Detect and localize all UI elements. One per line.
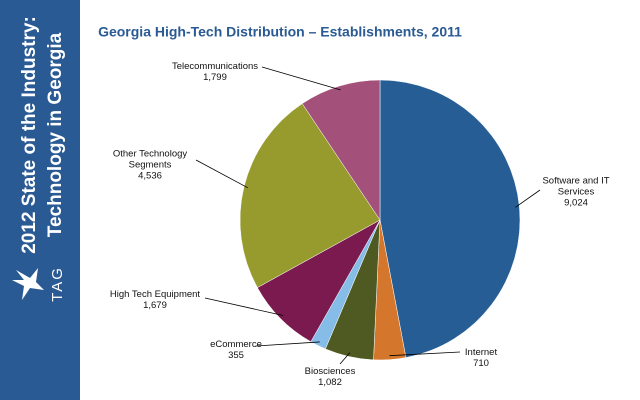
pie-slice (301, 79, 381, 221)
leader-line (339, 352, 351, 365)
slice-label: Software and IT Services 9,024 (536, 176, 616, 209)
slice-name: eCommerce (210, 339, 262, 350)
slice-name: Software and IT Services (542, 175, 610, 198)
slice-name: High Tech Equipment (109, 289, 201, 300)
logo-icon (12, 268, 44, 300)
slice-name: Internet (464, 347, 498, 358)
slice-label: Internet 710 (465, 347, 497, 369)
slice-value: 9,024 (564, 197, 588, 209)
slice-value: 710 (473, 358, 489, 369)
slice-name: Telecommunications (171, 61, 259, 72)
leader-line (255, 341, 320, 347)
slice-value: 4,536 (138, 170, 162, 182)
slice-name: Other Technology Segments (112, 148, 188, 171)
leader-line (204, 297, 284, 316)
sidebar-heading: 2012 State of the Industry: (19, 16, 40, 254)
sidebar-heading: Technology in Georgia (45, 32, 66, 237)
slice-label: Biosciences 1,082 (305, 366, 356, 388)
slice-label: eCommerce 355 (210, 339, 262, 361)
slice-value: 1,679 (143, 300, 167, 311)
sidebar-graphic: 2012 State of the Industry: Technology i… (12, 16, 66, 302)
slice-label: Telecommunications 1,799 (172, 61, 258, 83)
leader-line (261, 66, 341, 91)
leader-line (389, 351, 461, 357)
pie-slice (379, 79, 521, 358)
chart-title: Georgia High-Tech Distribution – Establi… (98, 24, 462, 40)
slice-label: High Tech Equipment 1,679 (110, 289, 200, 311)
sidebar: 2012 State of the Industry: Technology i… (0, 0, 80, 400)
pie-slice (239, 103, 381, 288)
slice-name: Biosciences (304, 366, 356, 377)
logo-text: TAG (49, 266, 66, 302)
leader-line (195, 159, 249, 189)
slice-label: Other Technology Segments 4,536 (103, 149, 198, 182)
slice-value: 1,082 (318, 377, 342, 388)
slice-value: 1,799 (203, 72, 227, 83)
leader-line (515, 189, 541, 208)
slice-value: 355 (228, 350, 244, 361)
